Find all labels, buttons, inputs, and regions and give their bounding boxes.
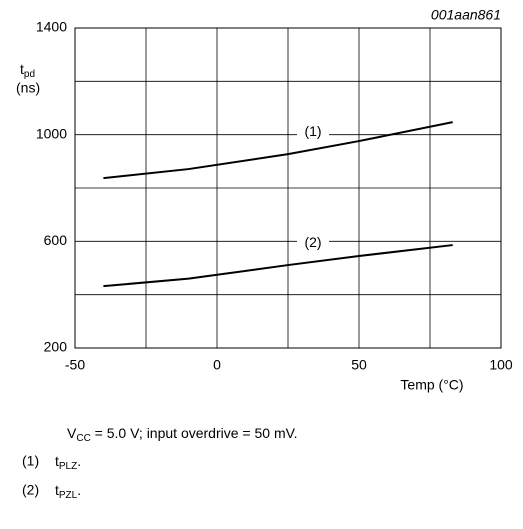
- x-axis-label: Temp (°C): [400, 377, 463, 393]
- legend-marker: (1): [22, 453, 39, 469]
- note-rest: = 5.0 V; input overdrive = 50 mV.: [91, 425, 298, 441]
- y-axis-label-unit: (ns): [16, 80, 40, 96]
- annotation: (1): [304, 123, 321, 139]
- x-tick-label: 100: [489, 357, 513, 373]
- figure-code: 001aan861: [431, 7, 501, 23]
- annotation: (2): [304, 234, 321, 250]
- legend-sub: PLZ: [59, 461, 77, 472]
- annotation-bg: [297, 124, 329, 141]
- note-sub: CC: [76, 433, 90, 444]
- y-axis-label: tpd: [20, 61, 35, 80]
- y-tick-label: 1000: [36, 125, 67, 141]
- y-tick-label: 600: [44, 232, 68, 248]
- legend-text: tPLZ.: [55, 453, 81, 472]
- x-tick-label: -50: [65, 357, 85, 373]
- legend-sub: PZL: [59, 490, 78, 501]
- y-tick-label: 200: [44, 339, 68, 355]
- legend-text: tPZL.: [55, 482, 81, 501]
- legend-end: .: [77, 453, 81, 469]
- y-axis-label-sub: pd: [24, 69, 35, 80]
- series-line: [103, 244, 453, 288]
- note-prefix: V: [67, 425, 77, 441]
- legend-name: t: [55, 482, 59, 498]
- x-tick-label: 50: [351, 357, 367, 373]
- annotation-bg: [297, 235, 329, 252]
- legend-name: t: [55, 453, 59, 469]
- legend-marker: (2): [22, 482, 39, 498]
- legend-end: .: [77, 482, 81, 498]
- x-tick-label: 0: [213, 357, 221, 373]
- note: VCC = 5.0 V; input overdrive = 50 mV.: [67, 425, 298, 444]
- y-tick-label: 1400: [36, 19, 67, 35]
- series-line: [103, 121, 453, 180]
- y-axis-label-main: t: [20, 61, 24, 77]
